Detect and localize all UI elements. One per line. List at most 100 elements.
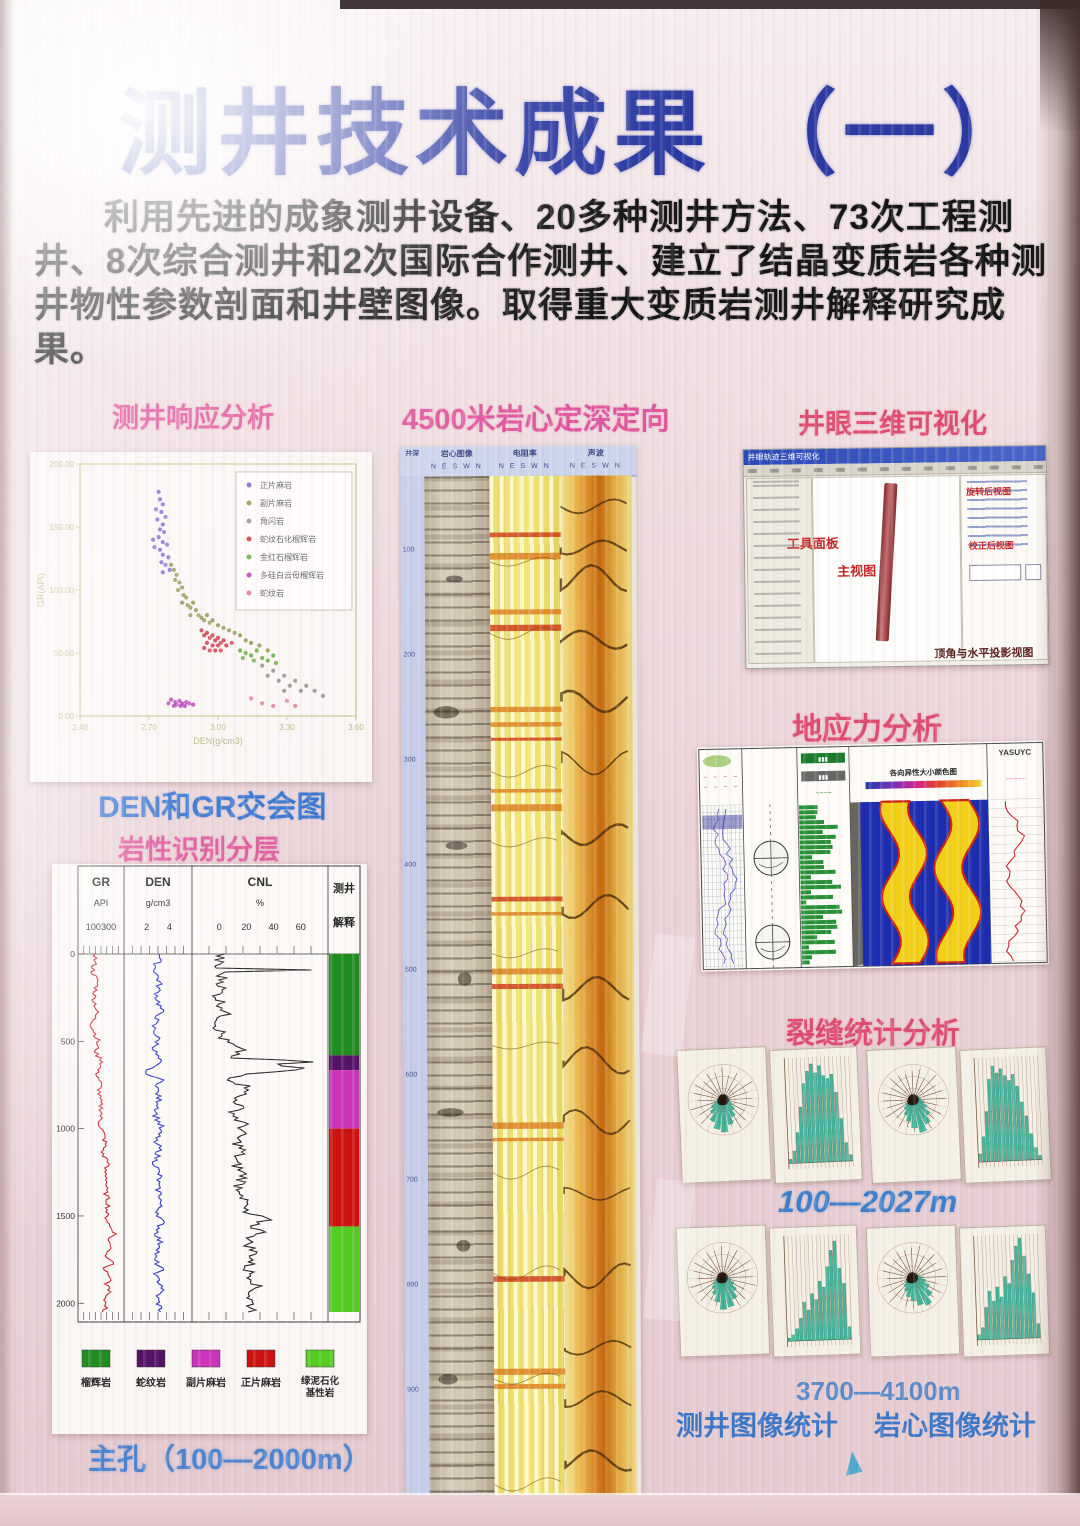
- svg-text:3.60: 3.60: [348, 723, 364, 732]
- svg-text:副片麻岩: 副片麻岩: [186, 1376, 226, 1389]
- glare-reflection: [640, 933, 696, 1057]
- orientation-scale: N E S W N: [569, 462, 622, 470]
- svg-text:DEN: DEN: [145, 875, 170, 889]
- svg-text:YASUYC: YASUYC: [998, 748, 1031, 758]
- svg-text:~: ~: [703, 784, 707, 791]
- core-image-stats-caption: 岩心图像统计: [874, 1411, 1036, 1441]
- borehole-3d-window: 井眼轨迹三维可视化 工具面板 主视图 旋转后视图 校正后视图 顶角与水平投影视图: [742, 444, 1050, 670]
- crossplot-panel: 200.00 150.00 100.00 50.00 0.00 2.40 2.70 3.00 3…: [30, 452, 372, 782]
- fracture-histogram: [783, 1233, 853, 1348]
- svg-text:0: 0: [70, 949, 75, 959]
- montage-track1-header: 岩心图像: [440, 449, 473, 459]
- photo-vignette: [0, 0, 14, 1526]
- rose-diagram-panel: [675, 1224, 771, 1358]
- tool-panel-label: 工具面板: [786, 535, 839, 552]
- svg-text:~: ~: [733, 774, 737, 781]
- poster-title: 测井技术成果 （一）: [118, 82, 1041, 186]
- photo-artifact: [840, 1450, 863, 1476]
- svg-text:3.30: 3.30: [279, 723, 295, 732]
- svg-text:~: ~: [703, 774, 707, 781]
- svg-text:各向异性大小颜色图: 各向异性大小颜色图: [888, 766, 957, 777]
- svg-text:多硅白云母榴辉岩: 多硅白云母榴辉岩: [260, 570, 324, 580]
- svg-text:~: ~: [713, 774, 717, 781]
- section-label-3d-viz: 井眼三维可视化: [798, 409, 987, 439]
- svg-text:2.70: 2.70: [141, 723, 157, 732]
- section-label-log-response: 测井响应分析: [112, 403, 274, 433]
- poster-intro: 利用先进的成象测井设备、20多种测井方法、73次工程测井、8次综合测井和2次国际…: [34, 198, 1047, 370]
- svg-text:GR: GR: [92, 875, 110, 889]
- rose-diagram-panel: [865, 1224, 961, 1358]
- svg-text:角闪岩: 角闪岩: [260, 516, 284, 526]
- poster-frame-corner: [1040, 0, 1080, 130]
- poster-frame-bottom: [0, 1493, 1080, 1526]
- welllog-panel: GR API 100 300 DEN g/cm3 2 4 CNL% 0 20 40 60 测井 解释 0 500…: [52, 864, 367, 1434]
- svg-text:2000: 2000: [56, 1298, 75, 1308]
- svg-text:▮▮▮: ▮▮▮: [818, 775, 828, 781]
- svg-text:~: ~: [723, 784, 727, 791]
- projection-input-box: [1025, 563, 1042, 581]
- svg-text:200.00: 200.00: [50, 460, 75, 469]
- corrected-view-label: 校正后视图: [968, 540, 1014, 551]
- svg-text:副片麻岩: 副片麻岩: [260, 498, 292, 508]
- poster-frame-edge: [340, 0, 1080, 9]
- crossplot-caption: DEN和GR交会图: [98, 791, 327, 824]
- svg-text:1500: 1500: [56, 1211, 75, 1221]
- svg-text:0: 0: [217, 922, 222, 932]
- svg-text:~: ~: [713, 784, 717, 791]
- svg-text:40: 40: [269, 922, 279, 932]
- main-3d-view: [811, 475, 963, 664]
- svg-text:▮▮▮: ▮▮▮: [818, 757, 828, 763]
- svg-text:20: 20: [241, 922, 251, 932]
- main-view-label: 主视图: [837, 563, 877, 579]
- montage-overlay: [433, 498, 632, 1492]
- svg-text:~: ~: [723, 774, 727, 781]
- svg-text:~~~~: ~~~~: [815, 790, 832, 797]
- svg-text:GR(API): GR(API): [36, 573, 46, 607]
- main-hole-caption: 主孔（100—2000m）: [88, 1444, 372, 1476]
- svg-text:蛇纹石化榴辉岩: 蛇纹石化榴辉岩: [260, 534, 316, 544]
- svg-text:100: 100: [86, 922, 101, 932]
- rose-diagram-panel: [676, 1046, 772, 1184]
- histogram-panel: [768, 1224, 862, 1358]
- svg-text:500: 500: [61, 1036, 75, 1046]
- svg-text:金红石榴辉岩: 金红石榴辉岩: [260, 552, 308, 562]
- projection-input-box: [969, 564, 1022, 581]
- svg-text:150.00: 150.00: [50, 523, 75, 532]
- depth-range-2: 3700—4100m: [796, 1376, 961, 1406]
- svg-text:CNL: CNL: [248, 875, 273, 889]
- montage-track3-header: 声波: [587, 448, 604, 458]
- svg-text:300: 300: [101, 922, 116, 932]
- svg-text:正片麻岩: 正片麻岩: [260, 480, 292, 490]
- svg-text:正片麻岩: 正片麻岩: [241, 1376, 281, 1389]
- fracture-histogram: [973, 1055, 1043, 1168]
- rotated-view-label: 旋转后视图: [966, 486, 1012, 498]
- svg-text:~~~~~: ~~~~~: [1005, 776, 1026, 783]
- montage-track2-header: 电阻率: [512, 448, 537, 459]
- tool-panel: [745, 477, 815, 665]
- histogram-panel: [959, 1046, 1052, 1184]
- svg-text:2: 2: [144, 922, 149, 932]
- orientation-scale: N E S W N: [498, 462, 551, 471]
- fracture-histogram: [973, 1233, 1042, 1346]
- svg-text:解释: 解释: [333, 915, 356, 929]
- rose-diagram-panel: [866, 1046, 962, 1184]
- lithology-log-chart: GR API 100 300 DEN g/cm3 2 4 CNL% 0 20 40 60 测井解释 0 500…: [56, 865, 361, 1399]
- orientation-scale: N E S W N: [430, 463, 483, 471]
- svg-text:基性岩: 基性岩: [305, 1387, 335, 1399]
- rose-diagram: [877, 1064, 949, 1136]
- section-label-core: 4500米岩心定深定向: [402, 404, 670, 436]
- svg-text:4: 4: [167, 922, 172, 932]
- borehole-3d-column: [875, 482, 898, 642]
- svg-text:60: 60: [296, 922, 306, 932]
- svg-text:%: %: [256, 898, 264, 908]
- svg-text:1000: 1000: [56, 1124, 75, 1134]
- svg-text:绿泥石化: 绿泥石化: [301, 1375, 340, 1387]
- montage-depth-header: 井深: [405, 450, 420, 458]
- svg-text:2.40: 2.40: [72, 723, 88, 732]
- svg-text:API: API: [94, 898, 109, 908]
- histogram-panel: [958, 1224, 1051, 1358]
- section-label-fracture: 裂缝统计分析: [786, 1018, 961, 1050]
